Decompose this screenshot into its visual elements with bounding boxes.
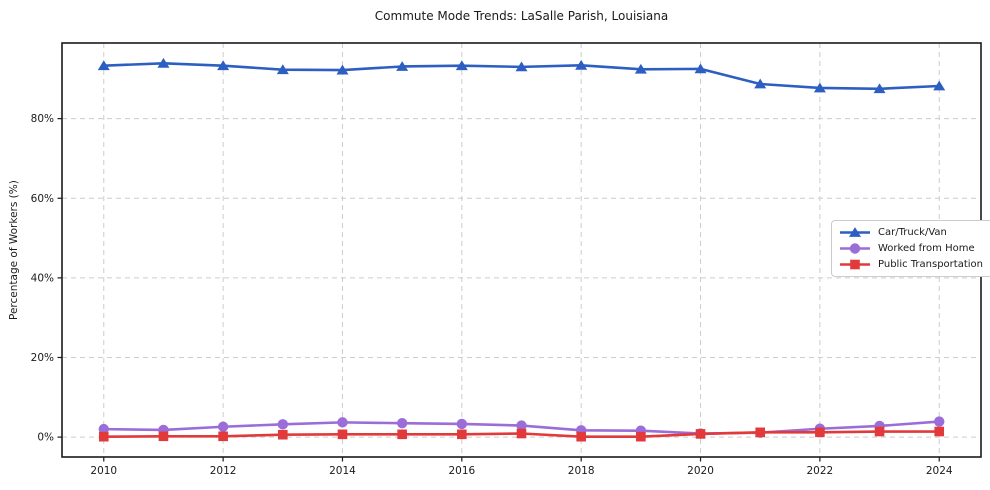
data-point-marker — [456, 418, 468, 430]
data-point-marker — [457, 429, 467, 440]
y-tick-label: 40% — [31, 272, 54, 284]
data-point-marker — [755, 427, 766, 438]
data-point-marker — [516, 420, 527, 431]
data-point-marker — [515, 61, 528, 72]
data-point-marker — [813, 82, 826, 93]
y-tick-label: 20% — [31, 352, 54, 364]
legend: Car/Truck/Van Worked from Home Public Tran… — [831, 220, 990, 277]
data-point-marker — [934, 426, 945, 437]
legend-item: Public Transportation — [839, 258, 983, 271]
legend-label: Public Transportation — [878, 259, 983, 270]
data-point-marker — [873, 83, 886, 94]
data-point-marker — [933, 80, 946, 91]
data-point-marker — [98, 431, 109, 442]
x-tick-label: 2014 — [329, 465, 356, 477]
x-tick-label: 2010 — [90, 465, 117, 477]
x-tick-label: 2020 — [687, 465, 714, 477]
legend-swatch-icon — [840, 227, 870, 237]
data-point-marker — [217, 421, 229, 432]
data-point-marker — [575, 59, 588, 70]
y-tick-label: 60% — [31, 193, 54, 205]
data-point-marker — [218, 431, 228, 442]
data-point-marker — [754, 78, 767, 89]
data-point-marker — [694, 63, 707, 74]
data-point-marker — [98, 423, 109, 435]
legend-marker-icon — [850, 259, 860, 270]
legend-swatch-icon — [840, 243, 870, 254]
data-point-marker — [277, 429, 288, 440]
legend-label: Car/Truck/Van — [878, 227, 947, 238]
legend-swatch-icon — [840, 259, 870, 270]
legend-item: Worked from Home — [839, 242, 983, 255]
legend-label: Worked from Home — [878, 243, 975, 254]
legend-marker-icon — [849, 243, 861, 254]
x-tick-label: 2012 — [210, 465, 237, 477]
data-point-marker — [157, 57, 170, 68]
data-point-marker — [636, 431, 646, 442]
data-point-marker — [695, 429, 706, 439]
x-tick-label: 2024 — [926, 465, 953, 477]
data-point-marker — [217, 60, 230, 71]
data-point-marker — [396, 417, 408, 429]
data-point-marker — [634, 63, 647, 74]
y-tick-label: 0% — [37, 432, 54, 444]
legend-marker-icon — [849, 227, 861, 237]
data-point-marker — [397, 429, 407, 440]
y-tick-label: 80% — [31, 113, 54, 125]
data-point-marker — [97, 60, 110, 71]
chart-title: Commute Mode Trends: LaSalle Parish, Lou… — [374, 9, 669, 23]
data-point-marker — [337, 429, 348, 440]
data-point-marker — [874, 426, 885, 437]
data-point-marker — [516, 428, 527, 439]
legend-item: Car/Truck/Van — [839, 226, 983, 239]
data-point-marker — [396, 61, 409, 71]
data-point-marker — [934, 416, 945, 427]
data-point-marker — [455, 60, 468, 71]
x-tick-label: 2022 — [807, 465, 834, 477]
data-point-marker — [276, 64, 289, 75]
x-tick-label: 2016 — [448, 465, 475, 477]
data-point-marker — [158, 431, 169, 442]
data-point-marker — [576, 431, 586, 442]
data-point-marker — [277, 419, 288, 430]
data-point-marker — [337, 417, 348, 428]
x-tick-label: 2018 — [568, 465, 595, 477]
data-point-marker — [815, 427, 825, 438]
data-point-marker — [336, 64, 349, 75]
